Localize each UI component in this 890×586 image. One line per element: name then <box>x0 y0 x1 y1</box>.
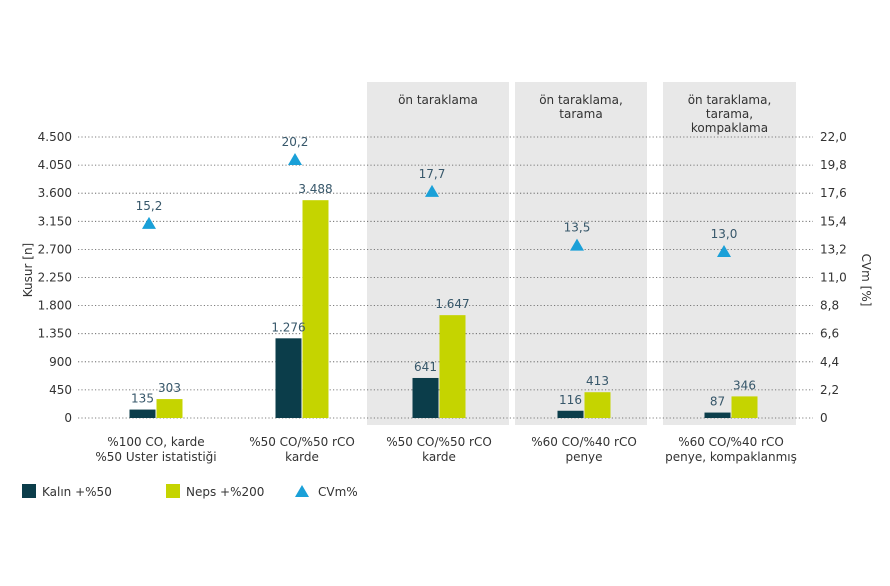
bar-kalin <box>557 410 584 418</box>
y-left-tick-label: 2.700 <box>38 242 72 256</box>
value-label-neps: 3.488 <box>298 182 332 196</box>
cvm-marker-icon <box>288 152 302 165</box>
condition-panel-label: ön taraklama, tarama <box>539 93 623 121</box>
condition-panel-label-line: ön taraklama <box>398 93 478 107</box>
cvm-markers <box>142 152 731 257</box>
value-label-cvm: 20,2 <box>282 135 309 149</box>
category-label-line: penye, kompaklanmış <box>665 450 797 464</box>
y-right-tick-label: 15,4 <box>820 214 847 228</box>
category-label-line: %100 CO, karde <box>107 435 204 449</box>
category-label: %50 CO/%50 rCO karde <box>386 435 492 464</box>
y-left-axis-title: Kusur [n] <box>21 243 35 297</box>
bar-neps <box>156 399 183 418</box>
y-left-tick-label: 450 <box>49 383 72 397</box>
y-left-tick-labels: 0 450 900 1.350 1.800 2.250 2.700 3.150 3.600 4.0… <box>38 130 72 425</box>
y-left-tick-label: 2.250 <box>38 271 72 285</box>
condition-panel-label-line: ön taraklama, <box>539 93 623 107</box>
category-label-line: karde <box>422 450 456 464</box>
bar-kalin <box>129 409 156 418</box>
cvm-marker-icon <box>142 216 156 229</box>
condition-panel-label: ön taraklama, tarama, kompaklama <box>688 93 772 135</box>
value-label-cvm: 13,0 <box>711 227 738 241</box>
category-label-line: %50 Uster istatistiği <box>95 450 216 464</box>
condition-panel <box>663 82 796 425</box>
condition-panel-label-line: kompaklama <box>691 121 768 135</box>
legend: Kalın +%50 Neps +%200 CVm% <box>22 484 358 499</box>
y-left-tick-label: 0 <box>64 411 72 425</box>
condition-panel-label-line: ön taraklama, <box>688 93 772 107</box>
value-label-cvm: 17,7 <box>419 167 446 181</box>
condition-panel <box>515 82 647 425</box>
value-label-kalin: 87 <box>710 395 725 409</box>
condition-panel-label-line: tarama, <box>706 107 753 121</box>
y-right-tick-label: 22,0 <box>820 130 847 144</box>
bar-kalin <box>275 338 302 418</box>
category-label: %100 CO, karde %50 Uster istatistiği <box>95 435 216 464</box>
category-label-line: penye <box>565 450 602 464</box>
y-left-tick-label: 4.050 <box>38 158 72 172</box>
category-label-line: %50 CO/%50 rCO <box>249 435 355 449</box>
category-label-line: karde <box>285 450 319 464</box>
y-right-tick-label: 8,8 <box>820 299 839 313</box>
y-right-tick-label: 4,4 <box>820 355 839 369</box>
category-label: %60 CO/%40 rCO penye <box>531 435 637 464</box>
value-label-cvm: 13,5 <box>564 221 591 235</box>
category-label: %50 CO/%50 rCO karde <box>249 435 355 464</box>
value-label-kalin: 641 <box>414 360 437 374</box>
y-right-tick-label: 11,0 <box>820 271 847 285</box>
cvm-marker-icon <box>717 244 731 257</box>
legend-label-neps: Neps +%200 <box>186 485 264 499</box>
value-label-neps: 346 <box>733 378 756 392</box>
category-label-line: %60 CO/%40 rCO <box>678 435 784 449</box>
y-left-tick-label: 1.350 <box>38 327 72 341</box>
bar-neps <box>439 315 466 418</box>
category-label-line: %50 CO/%50 rCO <box>386 435 492 449</box>
condition-panel <box>367 82 509 425</box>
y-right-tick-label: 2,2 <box>820 383 839 397</box>
legend-label-cvm: CVm% <box>318 485 358 499</box>
y-right-tick-label: 17,6 <box>820 186 847 200</box>
y-right-axis-title: CVm [%] <box>859 254 873 307</box>
category-labels: %100 CO, karde %50 Uster istatistiği %50 C… <box>95 435 797 464</box>
value-label-neps: 413 <box>586 374 609 388</box>
legend-label-kalin: Kalın +%50 <box>42 485 112 499</box>
value-label-kalin: 116 <box>559 393 582 407</box>
category-label-line: %60 CO/%40 rCO <box>531 435 637 449</box>
y-left-tick-label: 900 <box>49 355 72 369</box>
y-left-tick-label: 1.800 <box>38 299 72 313</box>
legend-marker-cvm-icon <box>295 485 309 497</box>
bar-neps <box>584 392 611 418</box>
y-left-tick-label: 3.150 <box>38 214 72 228</box>
value-label-kalin: 1.276 <box>271 320 305 334</box>
value-label-neps: 303 <box>158 381 181 395</box>
y-right-tick-label: 0 <box>820 411 828 425</box>
cvm-marker-icon <box>570 238 584 251</box>
legend-swatch-neps <box>166 484 180 498</box>
condition-panel-label: ön taraklama <box>398 93 478 107</box>
y-right-tick-label: 13,2 <box>820 242 847 256</box>
value-label-cvm: 15,2 <box>136 199 163 213</box>
value-label-kalin: 135 <box>131 392 154 406</box>
value-labels: 135 1.276 641 116 87 303 3.488 1.647 413 346 15,2 2… <box>131 135 756 409</box>
bar-neps <box>302 200 329 418</box>
legend-swatch-kalin <box>22 484 36 498</box>
y-left-tick-label: 3.600 <box>38 186 72 200</box>
bar-kalin <box>704 412 731 418</box>
y-right-tick-labels: 0 2,2 4,4 6,6 8,8 11,0 13,2 15,4 17,6 19,8 22,0 <box>820 130 847 425</box>
category-label: %60 CO/%40 rCO penye, kompaklanmış <box>665 435 797 464</box>
cvm-marker-icon <box>425 184 439 197</box>
bar-neps <box>731 396 758 418</box>
y-left-tick-label: 4.500 <box>38 130 72 144</box>
value-label-neps: 1.647 <box>435 297 469 311</box>
bars <box>129 200 758 418</box>
y-right-tick-label: 19,8 <box>820 158 847 172</box>
bar-kalin <box>412 377 439 418</box>
condition-panel-label-line: tarama <box>559 107 602 121</box>
y-right-tick-label: 6,6 <box>820 327 839 341</box>
